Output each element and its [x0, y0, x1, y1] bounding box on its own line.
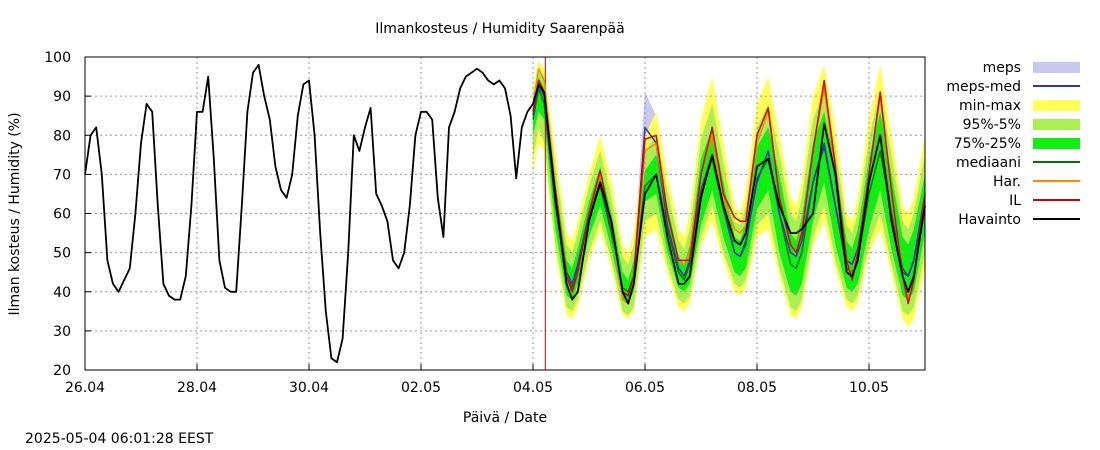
x-tick-label: 04.05: [513, 380, 553, 396]
legend-label-min-max: min-max: [959, 98, 1021, 114]
y-tick-label: 50: [53, 246, 71, 262]
legend-label-95-5: 95%-5%: [963, 117, 1021, 133]
legend-swatch-75-25: [1033, 138, 1080, 149]
series-line-havainto: [84, 63, 926, 364]
y-tick-label: 80: [53, 128, 71, 144]
legend: meps meps-med min-max 95%-5% 75%-25% mediaani…: [946, 60, 1080, 228]
x-tick-label: 28.04: [177, 380, 217, 396]
legend-label-havainto: Havainto: [958, 212, 1021, 228]
legend-swatch-95-5: [1033, 119, 1080, 130]
line-layer: [84, 57, 926, 370]
y-tick-label: 30: [53, 324, 71, 340]
axis-layer: 26.04 28.04 30.04 02.05 04.05 06.05 08.05 10.05…: [44, 50, 889, 396]
legend-swatch-min-max: [1033, 100, 1080, 111]
legend-label-75-25: 75%-25%: [954, 136, 1021, 152]
y-tick-label: 100: [44, 50, 71, 66]
x-tick-label: 02.05: [401, 380, 441, 396]
y-tick-label: 60: [53, 207, 71, 223]
y-tick-label: 90: [53, 89, 71, 105]
legend-label-meps-med: meps-med: [946, 79, 1021, 95]
x-tick-label: 08.05: [737, 380, 777, 396]
legend-swatch-meps: [1033, 62, 1080, 73]
x-tick-label: 26.04: [65, 380, 105, 396]
y-axis-label: Ilman kosteus / Humidity (%): [7, 112, 23, 315]
legend-label-har: Har.: [993, 174, 1021, 190]
x-tick-label: 10.05: [849, 380, 889, 396]
y-tick-label: 70: [53, 167, 71, 183]
x-axis-label: Päivä / Date: [463, 410, 547, 426]
timestamp: 2025-05-04 06:01:28 EEST: [25, 431, 214, 447]
series-line-il: [532, 79, 926, 305]
x-tick-label: 06.05: [625, 380, 665, 396]
legend-label-mediaani: mediaani: [956, 155, 1021, 171]
chart-title: Ilmankosteus / Humidity Saarenpää: [375, 21, 624, 37]
legend-label-meps: meps: [983, 60, 1021, 76]
x-tick-label: 30.04: [289, 380, 329, 396]
y-tick-label: 20: [53, 363, 71, 379]
y-tick-label: 40: [53, 285, 71, 301]
legend-label-il: IL: [1009, 193, 1021, 209]
